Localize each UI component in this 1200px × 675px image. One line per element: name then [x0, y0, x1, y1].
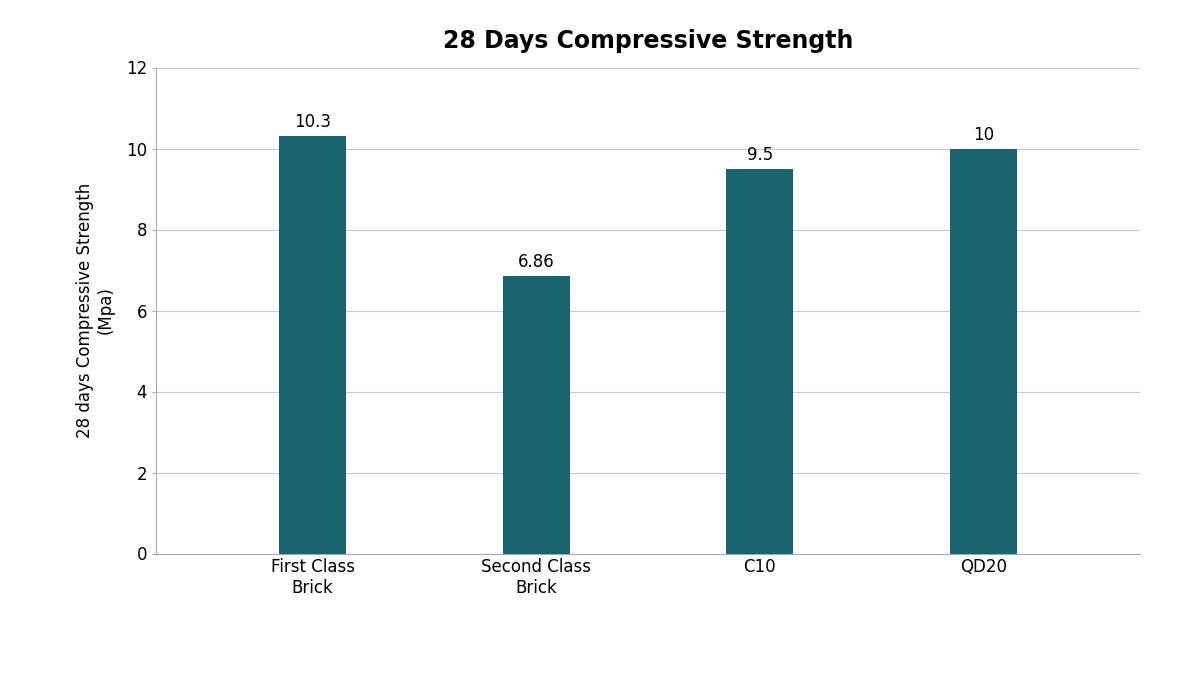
- Text: 9.5: 9.5: [746, 146, 773, 164]
- Text: 6.86: 6.86: [518, 253, 554, 271]
- Bar: [278, 136, 346, 554]
- Bar: [950, 148, 1016, 554]
- Bar: [503, 275, 570, 554]
- Bar: [726, 169, 793, 554]
- Y-axis label: 28 days Compressive Strength
(Mpa): 28 days Compressive Strength (Mpa): [76, 183, 115, 438]
- Title: 28 Days Compressive Strength: 28 Days Compressive Strength: [443, 29, 853, 53]
- Text: 10.3: 10.3: [294, 113, 331, 132]
- Text: 10: 10: [973, 126, 994, 144]
